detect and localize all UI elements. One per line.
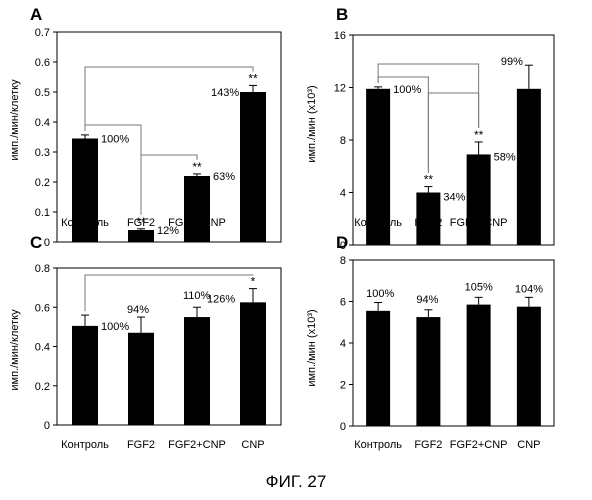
percent-label: 99% (501, 56, 523, 68)
y-tick-label: 0.3 (35, 147, 50, 159)
bar (128, 333, 154, 425)
significance-mark: ** (424, 173, 434, 187)
y-tick-label: 12 (334, 83, 346, 95)
category-label: FGF2+CNP (168, 217, 226, 229)
category-label: Контроль (354, 217, 402, 229)
y-axis-label: имп./мин/клетку (9, 309, 21, 391)
bar (416, 317, 440, 426)
bar (366, 311, 390, 426)
percent-label: 94% (416, 294, 438, 306)
percent-label: 63% (213, 171, 235, 183)
bar (467, 154, 491, 245)
percent-label: 100% (101, 134, 129, 146)
chart-panel-b: Bимп./мин (x10³)0481216100%Контроль**34%… (306, 5, 554, 252)
percent-label: 58% (494, 151, 516, 163)
bar (240, 302, 266, 425)
significance-mark: ** (474, 128, 484, 142)
y-tick-label: 0.8 (35, 263, 50, 275)
category-label: FGF2 (127, 439, 155, 451)
y-tick-label: 0.6 (35, 57, 50, 69)
bar (184, 317, 210, 425)
percent-label: 100% (101, 321, 129, 333)
category-label: CNP (241, 439, 264, 451)
y-tick-label: 0.6 (35, 302, 50, 314)
bar (72, 326, 98, 425)
category-label: CNP (241, 217, 264, 229)
category-label: FGF2+CNP (168, 439, 226, 451)
chart-panel-d: Dимп./мин (x10³) 0 2 4 6 8 100% Контроль 94% FGF2… (306, 233, 554, 451)
y-tick-label: 0 (44, 420, 50, 432)
figure-caption: ФИГ. 27 (0, 472, 592, 492)
percent-label: 143% (211, 87, 239, 99)
chart-panel-c: Cимп./мин/клетку 0 0.2 0.4 0.6 0.8 100% Контрол… (9, 233, 281, 451)
y-tick-label: 0.2 (35, 177, 50, 189)
percent-label: 104% (515, 284, 543, 296)
percent-label: 100% (366, 288, 394, 300)
y-tick-label: 0.2 (35, 381, 50, 393)
percent-label: 34% (443, 192, 465, 204)
category-label: FGF2 (414, 439, 442, 451)
panel-letter: A (30, 5, 42, 24)
y-tick-label: 4 (340, 338, 346, 350)
y-tick-label: 0.5 (35, 87, 50, 99)
percent-label: 105% (465, 282, 493, 294)
y-tick-label: 0.1 (35, 207, 50, 219)
y-tick-label: 0 (44, 237, 50, 249)
bar (467, 305, 491, 426)
y-tick-label: 4 (340, 188, 346, 200)
category-label: Контроль (354, 439, 402, 451)
percent-label: 126% (207, 293, 235, 305)
category-label: FGF2+CNP (450, 439, 508, 451)
category-label: Контроль (61, 439, 109, 451)
category-label: FGF2 (414, 217, 442, 229)
percent-label: 94% (127, 304, 149, 316)
bar (128, 230, 154, 242)
y-axis-label: имп./мин (x10³) (306, 85, 318, 162)
panel-letter: D (336, 233, 348, 252)
category-label: FGF2 (127, 217, 155, 229)
y-tick-label: 0.4 (35, 342, 50, 354)
bar (517, 307, 541, 426)
panel-letter: C (30, 233, 42, 252)
significance-mark: ** (192, 160, 202, 174)
y-tick-label: 8 (340, 255, 346, 267)
category-label: FGF2+CNP (450, 217, 508, 229)
category-label: CNP (517, 217, 540, 229)
y-tick-label: 0.7 (35, 27, 50, 39)
significance-mark: * (251, 275, 256, 289)
y-tick-label: 0 (340, 421, 346, 433)
y-tick-label: 8 (340, 135, 346, 147)
percent-label: 100% (393, 84, 421, 96)
bar (184, 176, 210, 242)
y-axis-label: имп./мин (x10³) (306, 309, 318, 386)
category-label: Контроль (61, 217, 109, 229)
chart-panel-a: Aимп./мин/клетку 0 0.1 0.2 0.3 0.4 0.5 0.6 0.7 10… (9, 5, 281, 249)
y-tick-label: 0.4 (35, 117, 50, 129)
category-label: CNP (517, 439, 540, 451)
y-tick-label: 16 (334, 30, 346, 42)
panel-letter: B (336, 5, 348, 24)
y-tick-label: 2 (340, 380, 346, 392)
significance-mark: ** (248, 71, 258, 85)
y-axis-label: имп./мин/клетку (9, 79, 21, 161)
y-tick-label: 6 (340, 297, 346, 309)
